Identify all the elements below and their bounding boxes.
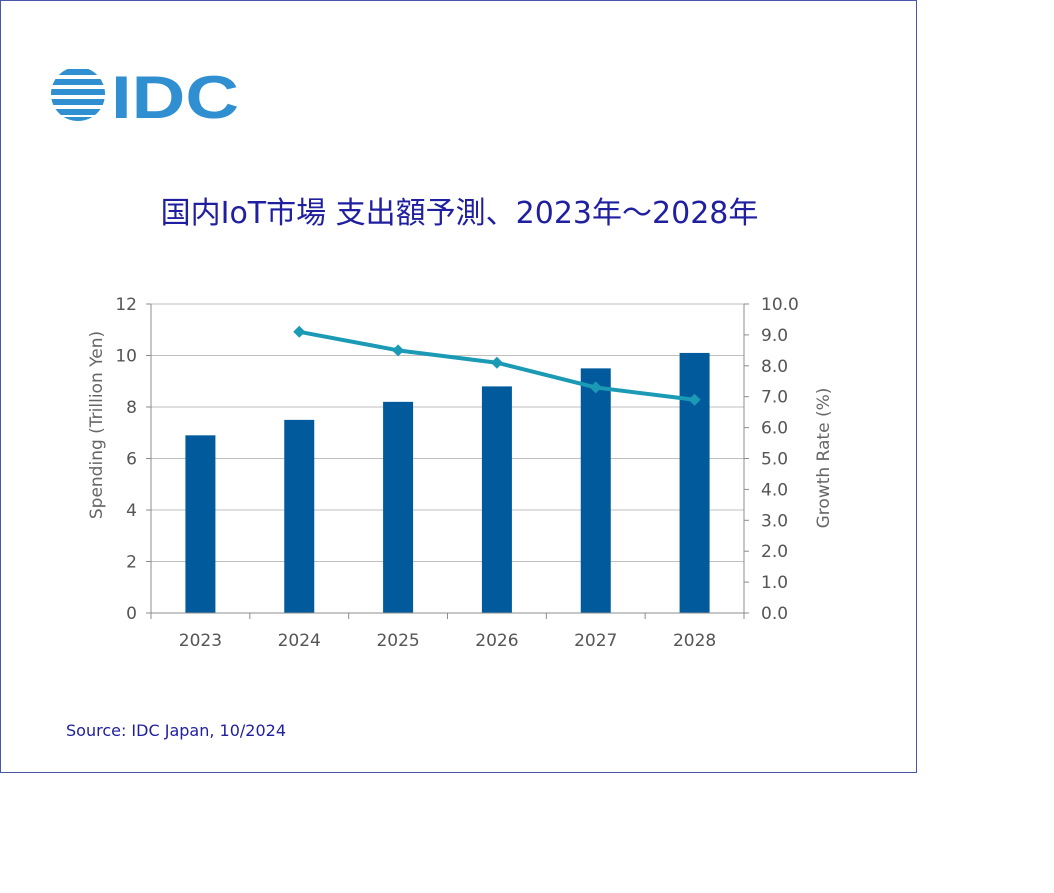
y2-tick-label: 8.0: [761, 357, 788, 377]
bar-2028: [679, 352, 710, 613]
y2-tick-label: 2.0: [761, 542, 788, 562]
y-tick-label: 10: [115, 347, 137, 367]
idc-globe-icon: [51, 69, 105, 121]
y2-tick-label: 0.0: [761, 604, 788, 624]
y2-tick-label: 6.0: [761, 419, 788, 439]
idc-logo: IDC: [51, 67, 239, 123]
y2-tick-label: 7.0: [761, 388, 788, 408]
bar-2027: [580, 368, 611, 613]
chart-frame: IDC 国内IoT市場 支出額予測、2023年～2028年 0 2 4 6 8 10 12 …: [0, 0, 917, 773]
bar-2026: [481, 386, 512, 613]
x-tick-label: 2026: [475, 631, 518, 651]
y-axis-title: Spending (Trillion Yen): [87, 331, 107, 519]
x-tick-label: 2025: [376, 631, 419, 651]
y-tick-label: 4: [126, 501, 137, 521]
growth-point-2025: [392, 344, 405, 357]
chart-title: 国内IoT市場 支出額予測、2023年～2028年: [160, 196, 759, 231]
idc-logo-text: IDC: [111, 67, 239, 123]
y-tick-label: 0: [126, 604, 137, 624]
bar-series: [185, 352, 710, 613]
x-axis-ticks: 2023 2024 2025 2026 2027 2028: [179, 631, 716, 651]
y2-axis-title: Growth Rate (%): [814, 388, 834, 529]
bar-2024: [284, 419, 315, 613]
growth-point-2024: [293, 325, 306, 338]
y-tick-label: 6: [126, 450, 137, 470]
bar-2023: [185, 435, 216, 613]
y-tick-label: 8: [126, 398, 137, 418]
gridlines: [151, 303, 744, 562]
y2-tick-label: 9.0: [761, 326, 788, 346]
bar-2025: [383, 401, 414, 613]
y2-tick-label: 10.0: [761, 295, 799, 315]
y2-tick-label: 5.0: [761, 450, 788, 470]
growth-point-2028: [688, 393, 701, 406]
x-tick-label: 2028: [673, 631, 716, 651]
line-series: [293, 325, 701, 406]
growth-point-2026: [490, 356, 503, 369]
y-tick-label: 12: [115, 295, 137, 315]
x-tick-label: 2024: [278, 631, 321, 651]
source-note: Source: IDC Japan, 10/2024: [66, 721, 286, 740]
left-axis-ticks: 0 2 4 6 8 10 12: [115, 295, 137, 624]
y-tick-label: 2: [126, 553, 137, 573]
x-tick-label: 2023: [179, 631, 222, 651]
axes: [146, 303, 749, 619]
right-axis-ticks: 0.0 1.0 2.0 3.0 4.0 5.0 6.0 7.0 8.0 9.0 10.0: [761, 295, 799, 624]
y2-tick-label: 3.0: [761, 511, 788, 531]
y2-tick-label: 1.0: [761, 573, 788, 593]
combo-chart: 0 2 4 6 8 10 12 0.0 1.0 2.0 3.0 4.0 5.0 6.0 7.0 8.0 9.0…: [87, 295, 834, 651]
y2-tick-label: 4.0: [761, 480, 788, 500]
growth-point-2027: [589, 381, 602, 394]
x-tick-label: 2027: [574, 631, 617, 651]
